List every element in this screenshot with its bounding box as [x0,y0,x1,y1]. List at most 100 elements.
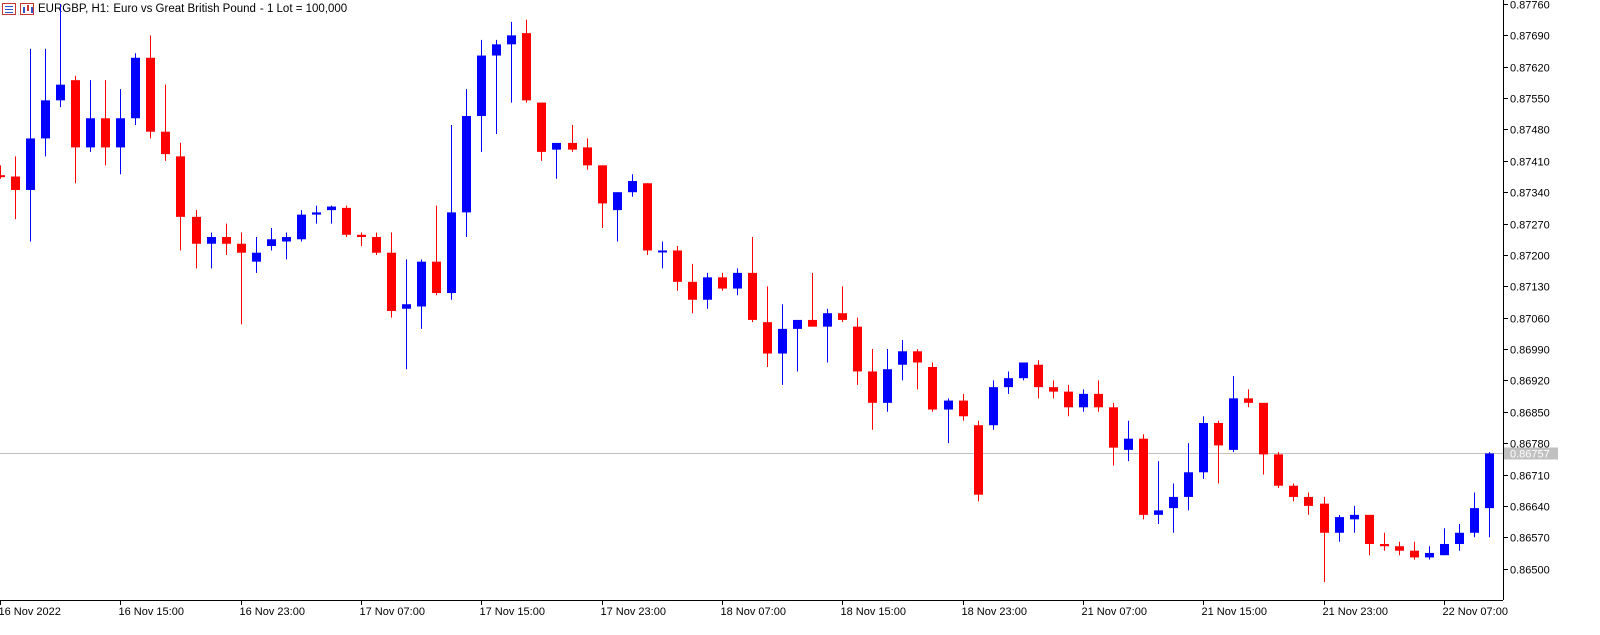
candle-body [628,181,637,193]
candle-body [1079,393,1088,408]
candle-body [733,272,742,289]
candle-body [673,250,682,282]
candle-body [357,234,366,238]
candle-body [237,243,246,253]
y-tick-label: 0.86640 [1510,502,1550,514]
candle-body [1274,454,1283,486]
x-tick-label: 22 Nov 07:00 [1443,606,1508,618]
candle-body [853,326,862,372]
candle-body [778,328,787,354]
candle-body [763,322,772,354]
y-tick-label: 0.86920 [1510,376,1550,388]
candle-body [1335,517,1344,533]
candle-body [252,252,261,262]
candle-body [176,156,185,217]
candle-body [1410,550,1419,558]
candle-body [161,131,170,155]
y-tick-label: 0.87410 [1510,157,1550,169]
candle-body [552,142,561,150]
candle-body [808,319,817,327]
y-tick-label: 0.87690 [1510,31,1550,43]
candle-body [1199,422,1208,473]
candle-body [1289,485,1298,497]
candle-body [598,165,607,204]
candle-body [1169,496,1178,509]
symbol-label: EURGBP, H1: [38,3,110,15]
candle-body [898,351,907,365]
y-tick-label: 0.87060 [1510,314,1550,326]
y-tick-label: 0.87200 [1510,251,1550,263]
candle-body [207,237,216,244]
y-tick-label: 0.86990 [1510,345,1550,357]
candle-body [1425,552,1434,558]
candle-body [267,239,276,246]
candle-body [1350,514,1359,520]
x-tick-label: 18 Nov 15:00 [841,606,906,618]
candle-body [1259,402,1268,455]
candle-body [131,57,140,119]
candle-body [1214,422,1223,446]
candle-body [1304,496,1313,506]
candle-body [718,277,727,289]
candle-body [974,425,983,495]
y-tick-label: 0.87760 [1510,0,1550,12]
candle-body [387,252,396,311]
candle-body [101,118,110,148]
candle-body [1380,543,1389,547]
y-tick-label: 0.87620 [1510,63,1550,75]
candle-body [838,313,847,320]
x-tick-label: 21 Nov 15:00 [1202,606,1267,618]
x-tick-label: 16 Nov 23:00 [240,606,305,618]
candle-body [1034,364,1043,388]
candle-body [372,237,381,253]
candle-body [462,116,471,213]
candle-body [1124,438,1133,450]
candle-body [823,313,832,327]
bar-chart-icon[interactable] [20,3,34,15]
y-tick-label: 0.86710 [1510,471,1550,483]
candle-body [1229,398,1238,450]
candle-body [402,304,411,309]
candle-body [327,206,336,211]
x-tick-label: 17 Nov 07:00 [360,606,425,618]
candle-body [1154,510,1163,515]
current-price-tag [1504,447,1558,460]
candle-body [192,216,201,244]
candle-body [522,33,531,101]
candle-body [432,261,441,294]
candle-body [312,212,321,215]
x-tick-label: 16 Nov 2022 [0,606,61,618]
y-tick-label: 0.87270 [1510,220,1550,232]
y-tick-label: 0.87340 [1510,188,1550,200]
candle-body [688,281,697,300]
candle-body [282,237,291,242]
candle-body [1184,472,1193,497]
candle-body [297,214,306,240]
candle-body [477,55,486,117]
table-list-icon[interactable] [2,3,16,15]
candle-body [507,35,516,45]
candle-body [342,207,351,235]
y-tick-label: 0.87550 [1510,94,1550,106]
candle-body [11,176,20,190]
candle-body [868,371,877,403]
x-tick-label: 18 Nov 23:00 [962,606,1027,618]
candle-body [989,387,998,426]
candle-body [0,175,5,178]
x-tick-label: 16 Nov 15:00 [119,606,184,618]
candle-body [568,142,577,150]
y-tick-label: 0.87130 [1510,282,1550,294]
x-tick-label: 17 Nov 23:00 [601,606,666,618]
candle-body [1139,438,1148,515]
candle-body [222,237,231,244]
chart-header: EURGBP, H1: Euro vs Great British Pound … [2,2,347,16]
candle-body [26,138,35,190]
candle-body [928,366,937,410]
candle-body [447,212,456,294]
symbol-description: Euro vs Great British Pound [113,3,256,15]
candle-body [492,44,501,56]
candle-body [1365,514,1374,544]
candle-body [1064,391,1073,408]
candle-body [748,272,757,320]
